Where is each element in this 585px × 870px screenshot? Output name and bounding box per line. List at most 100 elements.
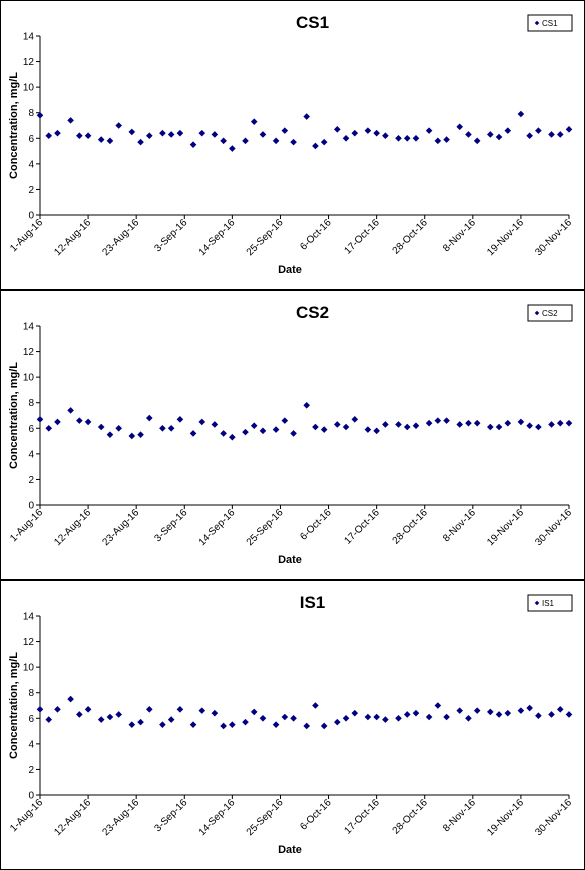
data-point: [84, 132, 92, 140]
data-point: [456, 123, 464, 131]
data-point: [67, 407, 74, 414]
data-point: [312, 702, 319, 709]
data-point: [97, 423, 105, 431]
data-point: [473, 707, 481, 714]
data-point: [403, 134, 411, 142]
data-point: [211, 421, 219, 428]
data-point: [54, 706, 61, 713]
data-point: [487, 423, 494, 431]
legend: CS1: [527, 14, 573, 32]
data-point: [412, 134, 420, 142]
data-point: [250, 118, 258, 125]
data-point: [189, 430, 197, 437]
data-point: [54, 129, 61, 137]
data-point: [443, 417, 450, 424]
y-tick-label: 8: [28, 108, 34, 119]
chart-title: CS2: [296, 303, 329, 322]
data-point: [456, 707, 464, 714]
data-point: [412, 709, 420, 717]
data-point: [465, 714, 472, 722]
series-IS1: [36, 695, 573, 730]
legend-marker: [534, 20, 540, 26]
data-point: [495, 133, 503, 141]
data-point: [167, 424, 175, 432]
x-axis-label: Date: [278, 844, 302, 856]
data-point: [290, 430, 297, 437]
data-point: [303, 113, 310, 120]
chart-title: IS1: [300, 593, 326, 612]
y-axis-label: Concentration, mg/L: [8, 652, 20, 759]
data-point: [473, 137, 481, 145]
y-tick-label: 6: [28, 714, 34, 725]
y-tick-label: 10: [23, 373, 35, 384]
data-point: [242, 137, 249, 145]
data-point: [312, 423, 319, 431]
panel-frame: [0, 580, 585, 870]
data-point: [145, 414, 153, 422]
data-point: [351, 416, 359, 423]
y-tick-label: 14: [23, 612, 35, 623]
data-point: [333, 421, 341, 428]
data-point: [312, 142, 319, 150]
data-point: [272, 426, 280, 433]
data-point: [487, 131, 494, 138]
data-point: [167, 131, 175, 138]
data-point: [526, 132, 533, 140]
data-point: [333, 126, 341, 133]
data-point: [84, 706, 92, 713]
legend-box: [527, 594, 573, 612]
data-point: [211, 131, 219, 138]
data-point: [303, 722, 310, 730]
data-point: [333, 718, 341, 726]
legend-marker: [534, 600, 540, 606]
data-point: [242, 718, 249, 726]
data-point: [504, 709, 512, 717]
data-point: [220, 722, 227, 730]
data-point: [272, 721, 280, 728]
data-point: [159, 129, 166, 137]
data-point: [54, 418, 61, 426]
data-point: [189, 141, 197, 148]
data-point: [395, 714, 402, 722]
data-point: [495, 423, 503, 431]
data-point: [176, 416, 184, 423]
data-point: [220, 137, 227, 145]
data-point: [320, 426, 328, 433]
data-point: [548, 711, 555, 718]
data-point: [128, 432, 136, 440]
data-point: [176, 129, 184, 137]
data-point: [565, 126, 573, 133]
data-point: [250, 422, 258, 430]
data-point: [159, 721, 166, 728]
x-axis-label: Date: [278, 264, 302, 276]
data-point: [548, 421, 555, 428]
y-tick-label: 14: [23, 322, 35, 333]
data-point: [281, 713, 289, 721]
data-point: [290, 714, 297, 722]
data-point: [303, 401, 310, 409]
data-point: [272, 137, 280, 145]
data-point: [364, 426, 372, 433]
data-point: [517, 707, 525, 714]
y-tick-label: 4: [28, 159, 34, 170]
data-point: [403, 423, 411, 431]
data-point: [443, 136, 450, 143]
y-tick-label: 4: [28, 739, 34, 750]
data-point: [382, 421, 389, 428]
data-point: [342, 714, 350, 722]
y-tick-label: 10: [23, 663, 35, 674]
data-point: [373, 129, 380, 137]
data-point: [259, 427, 267, 435]
data-point: [281, 417, 289, 424]
data-point: [434, 417, 442, 424]
data-point: [382, 716, 389, 723]
y-tick-label: 12: [23, 57, 35, 68]
data-point: [176, 706, 184, 713]
data-point: [137, 138, 144, 146]
data-point: [425, 127, 433, 134]
data-point: [465, 131, 472, 138]
y-tick-label: 12: [23, 637, 35, 648]
y-tick-label: 0: [28, 791, 34, 802]
data-point: [373, 427, 380, 435]
